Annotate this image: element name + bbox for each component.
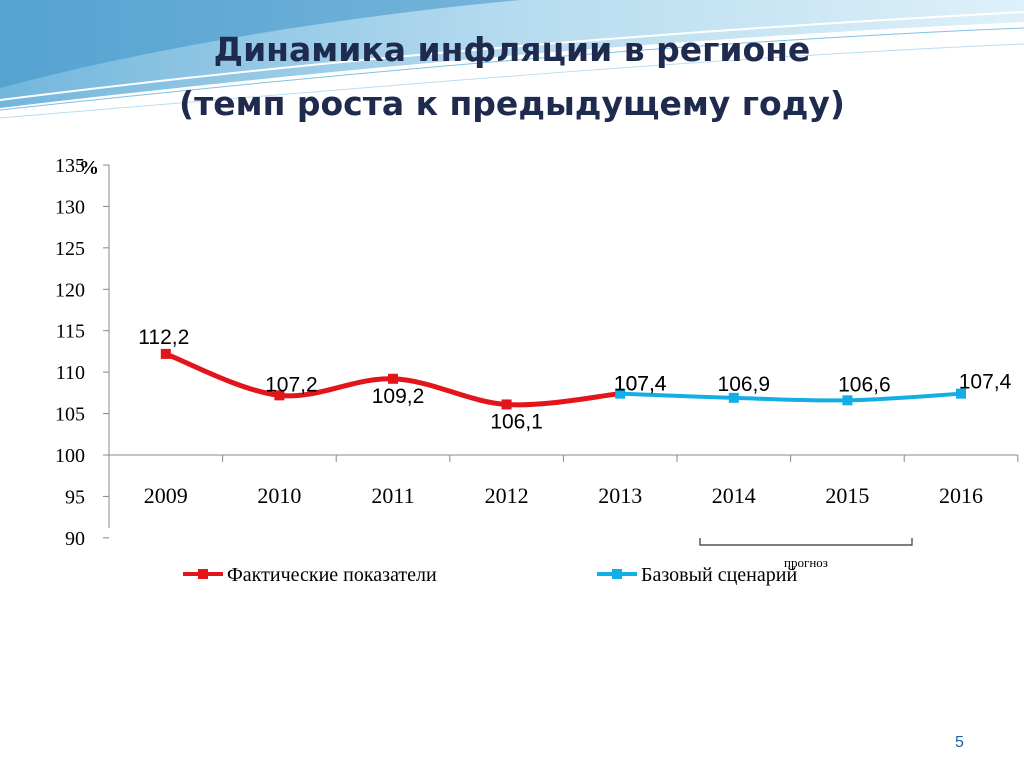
y-tick-labels: 135 130 125 120 115 110 105 100 95 90%: [55, 155, 99, 550]
forecast-bracket-line: [699, 538, 913, 546]
y-tick-label: 135: [55, 155, 85, 177]
y-tick-label: 90: [65, 528, 85, 550]
forecast-series-line: [618, 391, 963, 403]
x-tick-label: 2015: [825, 483, 869, 508]
page-number: 5: [955, 734, 964, 751]
data-label: 107,4: [959, 371, 1012, 394]
y-axis-label: %: [79, 157, 99, 179]
data-label: 107,4: [614, 373, 667, 396]
data-labels: 112,2 107,2 109,2 106,1 107,4 107,4 106,9 106,6…: [138, 326, 1011, 434]
actual-point-marker: [501, 399, 512, 410]
forecast-point-marker: [956, 388, 966, 399]
slide-title: Динамика инфляции в регионе: [213, 30, 811, 69]
x-tick-label: 2013: [598, 483, 642, 508]
legend-label: Фактические показатели: [227, 564, 437, 586]
actual-point-marker: [160, 348, 171, 359]
forecast-point-marker: [615, 388, 626, 399]
data-label: 106,9: [718, 373, 771, 396]
actual-point-marker: [274, 390, 285, 401]
chart-legend: Фактические показатели Базовый сценарий: [183, 564, 797, 586]
forecast-bracket: прогноз: [699, 538, 913, 570]
y-tick-label: 115: [56, 321, 85, 343]
data-label: 106,6: [838, 373, 891, 396]
x-tick-label: 2016: [939, 483, 983, 508]
legend-swatch-marker: [612, 569, 622, 579]
chart-axes: [103, 164, 1019, 539]
y-tick-label: 120: [55, 279, 85, 301]
forecast-point-marker: [842, 395, 853, 406]
data-label: 107,2: [265, 373, 318, 396]
legend-label: Базовый сценарий: [641, 564, 797, 586]
y-tick-label: 95: [65, 486, 85, 508]
x-tick-label: 2009: [144, 483, 188, 508]
x-tick-labels: 2009 2010 2011 2012 2013 2014 2015 2016: [144, 483, 983, 508]
data-label: 107,4: [614, 373, 667, 396]
y-tick-label: 125: [55, 238, 85, 260]
slide-subtitle: (темп роста к предыдущему году): [179, 84, 845, 123]
data-label: 112,2: [138, 326, 189, 349]
forecast-point-marker: [728, 392, 739, 403]
x-tick-label: 2010: [257, 483, 301, 508]
y-tick-label: 105: [55, 404, 85, 426]
y-tick-label: 100: [55, 445, 85, 467]
x-tick-label: 2012: [485, 483, 529, 508]
header-wave-decoration: [0, 0, 1024, 119]
y-tick-label: 110: [56, 362, 85, 384]
y-tick-label: 130: [55, 196, 85, 218]
x-tick-label: 2011: [371, 483, 414, 508]
data-label: 109,2: [372, 385, 425, 408]
data-label: 106,1: [490, 410, 543, 433]
forecast-note: прогноз: [784, 555, 828, 570]
actual-point-marker: [388, 373, 398, 384]
series-markers: [160, 348, 966, 410]
legend-swatch-marker: [198, 569, 208, 579]
x-tick-label: 2014: [712, 483, 756, 508]
